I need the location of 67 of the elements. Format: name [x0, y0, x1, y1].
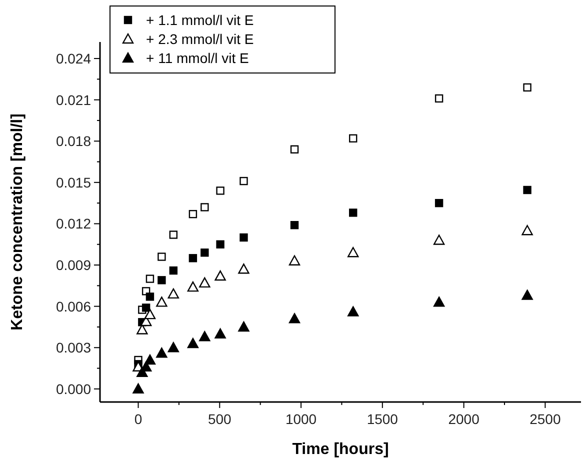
point [187, 281, 199, 292]
point [156, 296, 168, 307]
x-tick-label: 0 [134, 411, 142, 427]
point [433, 296, 445, 307]
legend-label: + 2.3 mmol/l vit E [146, 31, 254, 47]
point [214, 328, 226, 338]
point [168, 342, 180, 352]
point [188, 254, 198, 262]
x-tick-label: 2500 [530, 411, 561, 427]
point [200, 248, 209, 257]
point [142, 304, 150, 312]
point [523, 186, 532, 194]
point [240, 233, 248, 242]
point [434, 94, 444, 103]
point [144, 308, 156, 320]
point [168, 288, 180, 299]
x-tick-label: 1500 [366, 411, 398, 427]
y-tick-label: 0.009 [56, 257, 92, 274]
point [169, 266, 178, 275]
point [349, 208, 358, 217]
point [288, 255, 300, 266]
point [146, 292, 154, 301]
point [434, 198, 444, 208]
point [523, 83, 532, 92]
point [132, 383, 144, 394]
y-tick-label: 0.000 [56, 380, 92, 397]
point [140, 316, 152, 326]
point [216, 186, 224, 195]
legend-label: + 1.1 mmol/l vit E [146, 12, 254, 28]
point [522, 290, 533, 300]
point [290, 221, 299, 230]
point [214, 270, 226, 281]
point [238, 264, 250, 274]
point [156, 348, 168, 358]
x-tick-label: 2000 [448, 411, 480, 427]
point [199, 277, 210, 288]
y-tick-label: 0.003 [56, 340, 92, 356]
point [348, 247, 359, 258]
point [200, 203, 209, 212]
point [187, 338, 199, 348]
point [144, 354, 156, 365]
y-tick-label: 0.024 [56, 50, 92, 67]
point [158, 252, 166, 261]
x-axis-title: Time [hours] [292, 441, 389, 458]
x-tick-label: 1000 [285, 411, 317, 427]
x-tick-label: 500 [208, 411, 232, 427]
point [188, 210, 198, 218]
point [349, 134, 358, 142]
point [240, 176, 248, 186]
point [522, 225, 533, 236]
point [348, 306, 359, 316]
point [158, 276, 166, 284]
point [216, 240, 224, 248]
point [288, 313, 300, 324]
y-tick-label: 0.006 [56, 298, 92, 314]
point [199, 331, 210, 342]
point [433, 234, 445, 245]
y-axis-title: Ketone concentration [mol/l] [9, 114, 26, 330]
y-tick-label: 0.018 [56, 133, 92, 150]
point [290, 145, 299, 154]
y-tick-label: 0.012 [56, 216, 92, 232]
y-tick-label: 0.015 [56, 174, 92, 190]
point [238, 321, 250, 332]
point [146, 274, 154, 283]
legend-label: + 11 mmol/l vit E [146, 50, 249, 66]
y-tick-label: 0.021 [56, 92, 92, 108]
point [169, 230, 178, 239]
